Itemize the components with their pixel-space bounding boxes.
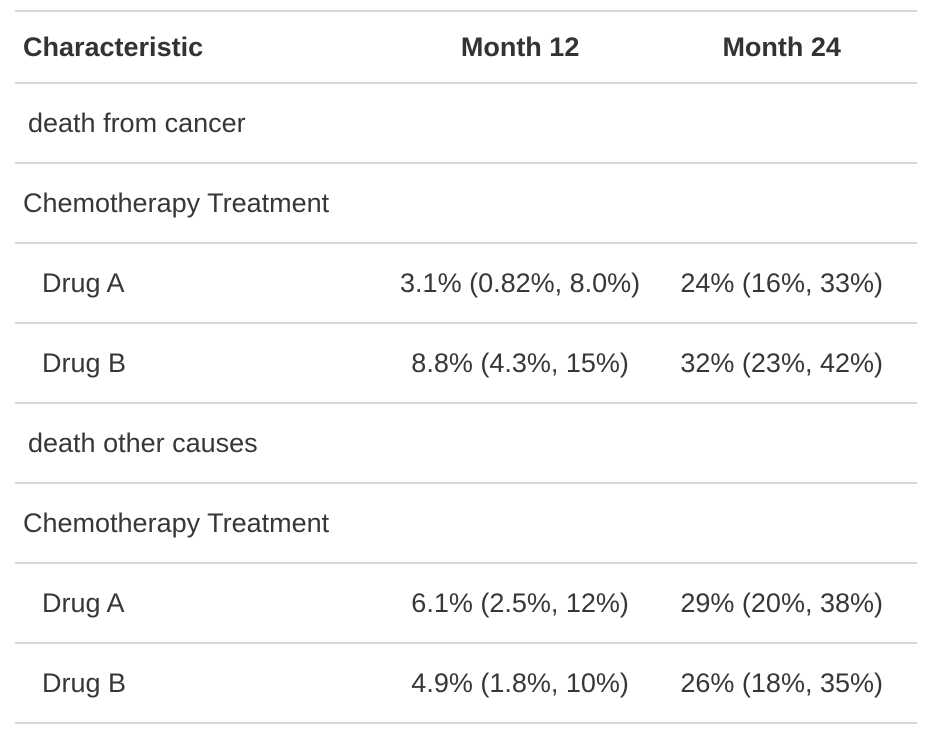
row-label-drug-a: Drug A bbox=[15, 243, 394, 324]
month24-value: 32% (23%, 42%) bbox=[646, 323, 917, 404]
table-row: death other causes bbox=[15, 403, 917, 484]
month12-value: 3.1% (0.82%, 8.0%) bbox=[393, 243, 647, 324]
month12-value: 4.9% (1.8%, 10%) bbox=[393, 643, 647, 724]
month24-value: 26% (18%, 35%) bbox=[646, 643, 917, 724]
table-body: death from cancer Chemotherapy Treatment… bbox=[15, 83, 917, 724]
month24-value bbox=[646, 163, 917, 244]
month24-value bbox=[646, 403, 917, 484]
row-label-drug-a: Drug A bbox=[15, 563, 394, 644]
row-label-death-other-causes: death other causes bbox=[15, 403, 394, 484]
column-header-characteristic: Characteristic bbox=[15, 11, 394, 84]
header-row: Characteristic Month 12 Month 24 bbox=[15, 11, 917, 84]
month12-value: 8.8% (4.3%, 15%) bbox=[393, 323, 647, 404]
column-header-month-12: Month 12 bbox=[393, 11, 647, 84]
table-row: Drug B 8.8% (4.3%, 15%) 32% (23%, 42%) bbox=[15, 323, 917, 404]
table-row: Drug A 6.1% (2.5%, 12%) 29% (20%, 38%) bbox=[15, 563, 917, 644]
month12-value: 6.1% (2.5%, 12%) bbox=[393, 563, 647, 644]
month12-value bbox=[393, 163, 647, 244]
month12-value bbox=[393, 403, 647, 484]
month24-value bbox=[646, 83, 917, 164]
table-row: Drug A 3.1% (0.82%, 8.0%) 24% (16%, 33%) bbox=[15, 243, 917, 324]
row-label-death-from-cancer: death from cancer bbox=[15, 83, 394, 164]
table-row: death from cancer bbox=[15, 83, 917, 164]
table-row: Chemotherapy Treatment bbox=[15, 163, 917, 244]
row-label-chemotherapy-treatment: Chemotherapy Treatment bbox=[15, 483, 394, 564]
month24-value bbox=[646, 483, 917, 564]
table-row: Chemotherapy Treatment bbox=[15, 483, 917, 564]
table-row: Drug B 4.9% (1.8%, 10%) 26% (18%, 35%) bbox=[15, 643, 917, 724]
row-label-drug-b: Drug B bbox=[15, 323, 394, 404]
summary-table: Characteristic Month 12 Month 24 death f… bbox=[15, 10, 917, 724]
row-label-chemotherapy-treatment: Chemotherapy Treatment bbox=[15, 163, 394, 244]
column-header-month-24: Month 24 bbox=[646, 11, 917, 84]
month24-value: 29% (20%, 38%) bbox=[646, 563, 917, 644]
month24-value: 24% (16%, 33%) bbox=[646, 243, 917, 324]
month12-value bbox=[393, 83, 647, 164]
month12-value bbox=[393, 483, 647, 564]
row-label-drug-b: Drug B bbox=[15, 643, 394, 724]
table-header: Characteristic Month 12 Month 24 bbox=[15, 11, 917, 84]
